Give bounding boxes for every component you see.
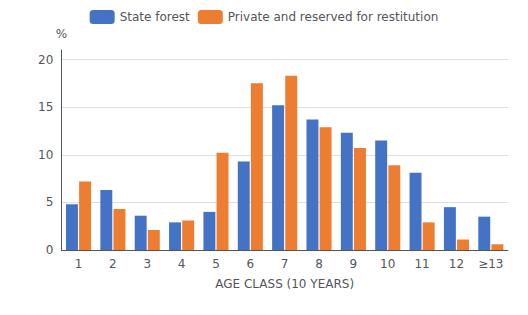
svg-text:9: 9 <box>350 257 358 271</box>
svg-text:8: 8 <box>315 257 323 271</box>
svg-text:AGE CLASS (10 YEARS): AGE CLASS (10 YEARS) <box>215 277 354 291</box>
svg-text:6: 6 <box>246 257 254 271</box>
svg-text:12: 12 <box>449 257 464 271</box>
svg-text:5: 5 <box>46 195 54 209</box>
svg-text:%: % <box>56 27 67 41</box>
svg-text:2: 2 <box>109 257 117 271</box>
svg-text:15: 15 <box>38 100 53 114</box>
svg-text:20: 20 <box>38 53 53 67</box>
svg-text:3: 3 <box>143 257 151 271</box>
svg-text:≥13: ≥13 <box>478 257 503 271</box>
svg-text:Private and reserved for resti: Private and reserved for restitution <box>228 10 439 24</box>
svg-text:5: 5 <box>212 257 220 271</box>
svg-text:State forest: State forest <box>120 10 190 24</box>
svg-text:11: 11 <box>414 257 429 271</box>
svg-text:10: 10 <box>38 148 53 162</box>
svg-text:0: 0 <box>46 243 54 257</box>
svg-text:4: 4 <box>178 257 186 271</box>
svg-text:7: 7 <box>281 257 289 271</box>
svg-text:10: 10 <box>380 257 395 271</box>
svg-text:1: 1 <box>75 257 83 271</box>
